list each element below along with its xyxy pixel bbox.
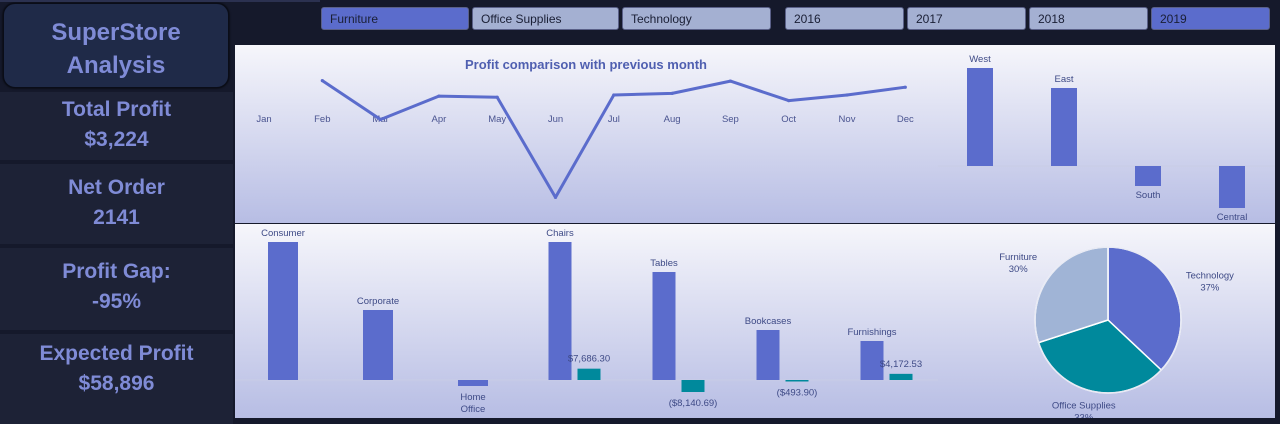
subcategory-change-bar-furnishings (889, 373, 913, 380)
region-bar-central (1219, 166, 1245, 208)
slicer-category-office-supplies[interactable]: Office Supplies (472, 7, 619, 30)
month-label-sep: Sep (722, 114, 739, 125)
dashboard-title-card: SuperStore Analysis (3, 3, 229, 88)
month-label-jun: Jun (548, 114, 563, 125)
segment-label-consumer: Consumer (261, 228, 305, 239)
pie-percent-furniture: 30% (1009, 264, 1029, 275)
month-point-sep (728, 79, 732, 83)
month-point-may (495, 95, 499, 99)
region-bar-east (1051, 88, 1077, 166)
net-order-value: 2141 (93, 206, 140, 229)
total-profit-card: Total Profit $3,224 (0, 92, 233, 160)
subcategory-bar-chairs (548, 242, 572, 380)
pie-label-furniture: Furniture (999, 252, 1037, 263)
monthly-chart-title: Profit comparison with previous month (465, 57, 707, 72)
monthly-chart-panel: Profit comparison with previous month Ja… (235, 45, 938, 223)
month-point-dec (903, 85, 907, 89)
net-order-card: Net Order 2141 (0, 164, 233, 244)
segment-label-corporate: Corporate (357, 296, 399, 307)
month-point-mar (379, 117, 383, 122)
slicer-year-2017[interactable]: 2017 (907, 7, 1026, 30)
subcategory-label-chairs: Chairs (546, 228, 574, 239)
region-bar-south (1135, 166, 1161, 186)
pie-percent-office-supplies: 33% (1074, 413, 1094, 418)
top-accent-line (0, 0, 320, 2)
segment-bar-corporate (363, 310, 393, 380)
region-chart-panel: West East South Central (938, 45, 1275, 223)
pie-label-technology: Technology (1186, 270, 1234, 281)
region-bar-west (967, 68, 993, 166)
region-label-west: West (969, 54, 991, 65)
segment-label-home-office-0: Home (460, 392, 485, 403)
slicer-year-2019[interactable]: 2019 (1151, 7, 1270, 30)
monthly-profit-line (321, 79, 906, 199)
region-profit-chart: West East South Central (938, 54, 1275, 223)
month-label-jan: Jan (256, 114, 271, 125)
month-label-apr: Apr (432, 114, 447, 125)
segment-bar-home-office (458, 380, 488, 386)
month-label-oct: Oct (781, 114, 796, 125)
subcategory-change-label-chairs: $7,686.30 (568, 354, 610, 365)
subcategory-change-label-furnishings: $4,172.53 (880, 359, 922, 370)
month-point-jun (553, 195, 558, 200)
total-profit-label: Total Profit (61, 98, 172, 121)
profit-gap-value: -95% (91, 290, 142, 313)
pie-label-office-supplies: Office Supplies (1052, 401, 1116, 412)
net-order-label: Net Order (68, 176, 165, 199)
segment-chart-panel: Consumer Corporate Home Office (235, 224, 520, 418)
region-label-east: East (1054, 74, 1073, 85)
subcategory-change-bar-tables (681, 380, 705, 392)
monthly-profit-chart: Profit comparison with previous month Ja… (256, 57, 914, 200)
region-label-south: South (1136, 190, 1161, 201)
month-label-jul: Jul (608, 114, 620, 125)
subcategory-bar-bookcases (756, 330, 780, 380)
subcategory-profit-chart: Chairs $7,686.30 Tables ($8,140.69) Bookcase… (520, 228, 938, 409)
month-point-apr (437, 94, 441, 98)
dashboard-title-line1: SuperStore (51, 19, 181, 46)
segment-bar-consumer (268, 242, 298, 380)
month-point-jul (612, 93, 616, 97)
expected-profit-card: Expected Profit $58,896 (0, 334, 233, 424)
expected-profit-label: Expected Profit (39, 342, 194, 365)
profit-gap-card: Profit Gap: -95% (0, 248, 233, 330)
month-point-aug (670, 91, 674, 95)
subcategory-label-tables: Tables (650, 258, 678, 269)
subcategory-chart-panel: Chairs $7,686.30 Tables ($8,140.69) Bookcase… (520, 224, 938, 418)
month-point-oct (787, 99, 791, 103)
subcategory-change-bar-bookcases (785, 380, 809, 382)
segment-label-home-office-1: Office (461, 404, 486, 415)
dashboard-title-line2: Analysis (66, 52, 166, 79)
pie-percent-technology: 37% (1200, 282, 1220, 293)
month-point-nov (845, 93, 849, 97)
subcategory-bar-furnishings (860, 341, 884, 380)
subcategory-change-label-tables: ($8,140.69) (669, 398, 718, 409)
subcategory-bar-tables (652, 272, 676, 380)
subcategory-change-bar-chairs (577, 368, 601, 380)
slicer-year-2018[interactable]: 2018 (1029, 7, 1148, 30)
slicer-category-technology[interactable]: Technology (622, 7, 771, 30)
subcategory-change-label-bookcases: ($493.90) (777, 388, 818, 399)
month-label-may: May (488, 114, 506, 125)
slicer-category-furniture[interactable]: Furniture (321, 7, 469, 30)
subcategory-label-furnishings: Furnishings (847, 327, 896, 338)
month-point-feb (320, 78, 324, 83)
subcategory-label-bookcases: Bookcases (745, 316, 792, 327)
month-label-feb: Feb (314, 114, 330, 125)
month-label-aug: Aug (664, 114, 681, 125)
month-label-dec: Dec (897, 114, 914, 125)
pie-outline (1034, 246, 1182, 394)
expected-profit-value: $58,896 (78, 372, 155, 395)
month-label-nov: Nov (839, 114, 856, 125)
total-profit-value: $3,224 (84, 128, 149, 151)
slicer-year-2016[interactable]: 2016 (785, 7, 904, 30)
region-label-central: Central (1217, 212, 1248, 223)
profit-gap-label: Profit Gap: (62, 260, 171, 283)
